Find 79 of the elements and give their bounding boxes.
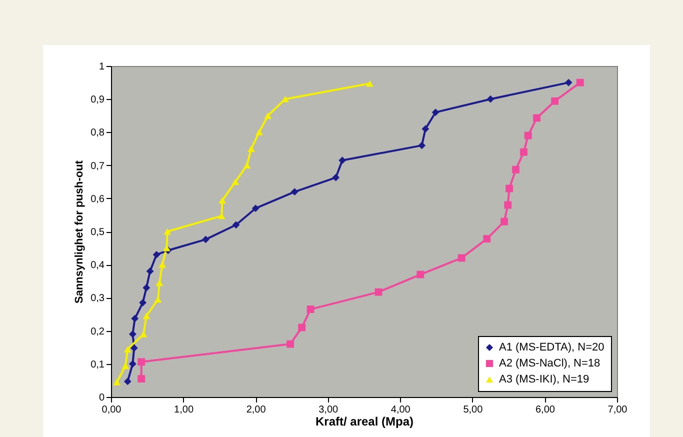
y-tick-label: 1: [98, 62, 105, 72]
y-tick-label: 0,3: [90, 293, 105, 304]
point: [366, 80, 374, 87]
point: [138, 358, 146, 366]
point: [332, 174, 340, 182]
point: [290, 188, 298, 196]
point: [520, 148, 528, 156]
point: [576, 78, 584, 86]
point: [255, 128, 263, 136]
point: [158, 261, 166, 268]
point: [232, 178, 240, 186]
y-tick-label: 0,4: [90, 260, 105, 272]
point: [306, 306, 314, 313]
point: [422, 125, 430, 133]
x-tick-label: 6,00: [535, 404, 556, 416]
point: [458, 254, 466, 262]
point: [164, 228, 172, 235]
point: [504, 201, 512, 209]
legend-label: A2 (MS-NaCl), N=18: [499, 358, 600, 370]
y-tick-label: 0,7: [90, 160, 105, 172]
point: [152, 250, 160, 258]
point: [128, 360, 136, 368]
point: [512, 166, 520, 174]
point: [564, 78, 572, 86]
point: [374, 288, 382, 296]
point: [500, 218, 508, 226]
x-tick-label: 4,00: [390, 404, 411, 416]
point: [486, 95, 494, 103]
point: [130, 344, 138, 352]
point: [124, 378, 132, 386]
point: [551, 97, 559, 105]
x-axis-title: Kraft/ areal (Mpa): [315, 414, 414, 428]
point: [113, 378, 120, 386]
point: [248, 146, 255, 152]
point: [140, 330, 148, 338]
point: [122, 362, 130, 370]
point: [298, 324, 306, 332]
point: [264, 112, 272, 119]
point: [483, 235, 491, 242]
point: [142, 284, 150, 292]
point: [338, 156, 346, 164]
y-tick-label: 0,5: [90, 227, 105, 238]
y-tick-label: 0,9: [90, 94, 105, 106]
point: [146, 268, 154, 275]
y-tick-label: 0: [98, 392, 105, 404]
point: [252, 204, 260, 212]
legend-label: A1 (MS-EDTA), N=20: [499, 342, 604, 354]
x-tick-label: 2,00: [246, 404, 266, 416]
x-tick-label: 0,00: [102, 404, 122, 416]
point: [154, 296, 162, 303]
point: [131, 314, 139, 322]
point: [156, 280, 164, 286]
point: [232, 221, 240, 229]
y-axis-title: Sannsynlighet for push-out: [74, 160, 86, 304]
point: [202, 236, 210, 244]
point: [282, 96, 289, 102]
point: [218, 197, 226, 204]
point: [432, 108, 440, 116]
x-tick-label: 3,00: [318, 404, 339, 416]
x-tick-label: 7,00: [608, 404, 628, 416]
point: [139, 298, 147, 306]
point: [142, 312, 150, 320]
point: [524, 132, 532, 140]
point: [243, 162, 251, 169]
point: [138, 375, 146, 383]
point: [128, 330, 136, 338]
y-tick-label: 0,1: [90, 359, 105, 370]
legend-label: A3 (MS-IKI), N=19: [499, 374, 590, 386]
point: [533, 114, 540, 122]
y-tick-label: 0,6: [90, 194, 105, 205]
point: [124, 346, 132, 353]
x-tick-label: 1,00: [174, 404, 194, 416]
point: [418, 142, 426, 150]
point: [506, 184, 513, 192]
y-tick-label: 0,8: [90, 128, 105, 139]
x-tick-label: 5,00: [463, 404, 484, 416]
y-tick-label: 0,2: [90, 326, 105, 338]
point: [416, 270, 424, 278]
point: [286, 340, 294, 348]
